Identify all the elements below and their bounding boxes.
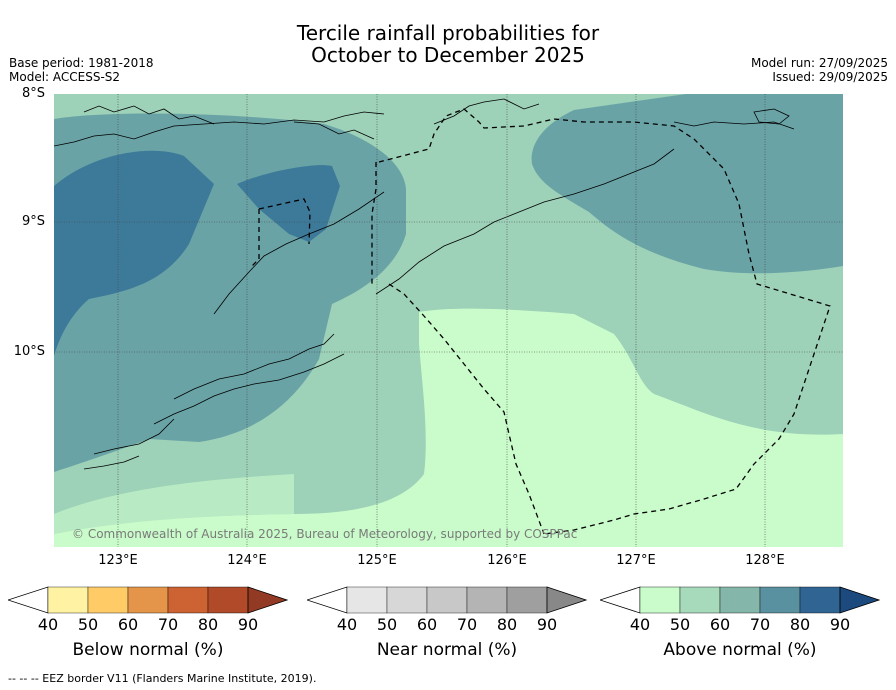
below-swatch-70 xyxy=(167,586,209,614)
below-swatch-50 xyxy=(87,586,129,614)
colorbar-title-below: Below normal (%) xyxy=(72,640,224,660)
coastline-kisar xyxy=(753,108,790,125)
coastline-leti xyxy=(673,121,795,130)
near-swatch-50 xyxy=(386,586,428,614)
above-swatch-70 xyxy=(759,586,801,614)
near-swatch-70 xyxy=(466,586,508,614)
coastline-rote xyxy=(93,418,175,455)
above-swatch-40 xyxy=(639,586,681,614)
near-tick-70: 70 xyxy=(456,615,478,634)
lon-label-128e: 128°E xyxy=(745,553,785,568)
colorbar-below-normal xyxy=(8,586,288,614)
coastlines xyxy=(54,98,795,470)
above-60-region-east xyxy=(531,94,843,274)
above-arrow-left xyxy=(600,586,641,614)
lat-label-9s: 9°S xyxy=(21,214,45,229)
lat-label-8s: 8°S xyxy=(21,86,45,101)
colorbar-near-normal xyxy=(307,586,587,614)
near-tick-80: 80 xyxy=(496,615,518,634)
below-arrow-right xyxy=(247,586,288,614)
model-name: Model: ACCESS-S2 xyxy=(9,70,121,84)
near-tick-40: 40 xyxy=(336,615,358,634)
above-70-region-west xyxy=(54,150,214,356)
chart-title-line2: October to December 2025 xyxy=(311,43,585,67)
above-40-region-south xyxy=(54,308,843,547)
colorbar-title-above: Above normal (%) xyxy=(663,640,817,660)
above-tick-50: 50 xyxy=(669,615,691,634)
coastline-alor xyxy=(293,121,375,140)
eez-footnote: -- -- -- EEZ border V11 (Flanders Marine… xyxy=(8,672,317,685)
above-swatch-50 xyxy=(679,586,721,614)
lon-label-127e: 127°E xyxy=(616,553,656,568)
near-swatch-60 xyxy=(426,586,468,614)
near-swatch-80 xyxy=(506,586,548,614)
coastline-flores-north xyxy=(83,105,215,125)
below-tick-70: 70 xyxy=(157,615,179,634)
near-arrow-right xyxy=(546,586,587,614)
colorbar-above-normal xyxy=(600,586,880,614)
lon-label-124e: 124°E xyxy=(227,553,267,568)
chart-title-line1: Tercile rainfall probabilities for xyxy=(296,21,600,45)
colorbar-title-near: Near normal (%) xyxy=(376,640,518,660)
below-swatch-40 xyxy=(47,586,89,614)
above-tick-80: 80 xyxy=(789,615,811,634)
coastline-timor-north-west xyxy=(213,191,385,315)
lon-label-123e: 123°E xyxy=(98,553,138,568)
eez-border xyxy=(251,108,831,535)
near-tick-90: 90 xyxy=(536,615,558,634)
near-tick-60: 60 xyxy=(416,615,438,634)
lon-label-125e: 125°E xyxy=(357,553,397,568)
coastline-wetar xyxy=(433,98,540,125)
model-run: Model run: 27/09/2025 xyxy=(750,56,888,70)
lat-label-10s: 10°S xyxy=(13,344,45,359)
above-swatch-60 xyxy=(719,586,761,614)
above-70-region-central xyxy=(237,165,340,242)
near-swatch-40 xyxy=(346,586,388,614)
below-tick-50: 50 xyxy=(77,615,99,634)
above-tick-60: 60 xyxy=(709,615,731,634)
below-swatch-60 xyxy=(127,586,169,614)
base-period: Base period: 1981-2018 xyxy=(9,56,154,70)
coastline-timor xyxy=(375,148,675,295)
above-swatch-80 xyxy=(799,586,841,614)
coastline-timor-west xyxy=(173,333,335,400)
coastline-sumba xyxy=(83,455,140,470)
near-arrow-left xyxy=(307,586,348,614)
below-tick-40: 40 xyxy=(37,615,59,634)
issued-date: Issued: 29/09/2025 xyxy=(772,70,888,84)
below-tick-80: 80 xyxy=(197,615,219,634)
above-tick-90: 90 xyxy=(829,615,851,634)
coastline-west-timor-south xyxy=(153,353,345,425)
above-tick-40: 40 xyxy=(629,615,651,634)
below-tick-90: 90 xyxy=(237,615,259,634)
near-tick-50: 50 xyxy=(376,615,398,634)
below-arrow-left xyxy=(8,586,49,614)
map-gridlines xyxy=(54,94,843,547)
lon-label-126e: 126°E xyxy=(487,553,527,568)
below-swatch-80 xyxy=(207,586,249,614)
above-40-region-edge xyxy=(54,474,294,534)
above-tick-70: 70 xyxy=(749,615,771,634)
map-credit: © Commonwealth of Australia 2025, Bureau… xyxy=(72,527,578,541)
coastline-flores-east xyxy=(54,111,385,147)
below-tick-60: 60 xyxy=(117,615,139,634)
forecast-map xyxy=(54,94,843,547)
above-arrow-right xyxy=(839,586,880,614)
